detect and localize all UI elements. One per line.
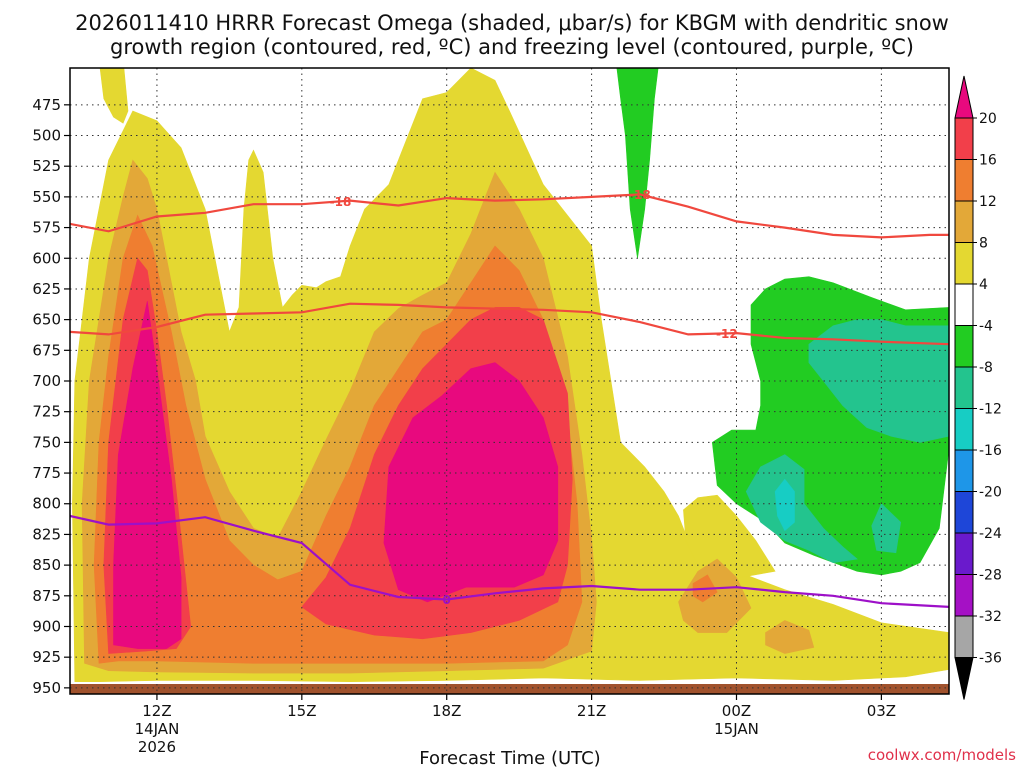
y-tick-label: 925 (32, 648, 61, 666)
y-tick-label: 750 (32, 433, 61, 451)
freezing-level-contour-label: 0 (443, 593, 451, 607)
colorbar-swatch-pos_8_12 (954, 200, 974, 243)
colorbar-swatch-pos_4_8 (954, 242, 974, 285)
y-tick-label: 475 (32, 96, 61, 114)
colorbar-swatch-neg_24_28 (954, 532, 974, 575)
colorbar-label: -28 (979, 568, 1002, 584)
y-tick-label: 800 (32, 495, 61, 513)
y-tick-label: 900 (32, 617, 61, 635)
dgz-contour (70, 302, 949, 346)
y-tick-label: 525 (32, 157, 61, 175)
colorbar-label: -4 (979, 319, 993, 335)
y-tick-label: 650 (32, 311, 61, 329)
y-tick-label: 675 (32, 341, 61, 359)
colorbar-label: -32 (979, 609, 1002, 625)
dgz-contour-label: -12 (716, 327, 738, 341)
colorbar-swatch-neg_4_8 (954, 325, 974, 368)
colorbar-label: 20 (979, 111, 997, 127)
colorbar-label: -8 (979, 360, 993, 376)
x-axis-label: Forecast Time (UTC) (419, 748, 600, 768)
colorbar-swatch-neg_16_20 (954, 449, 974, 492)
colorbar-swatch-neutral (954, 283, 974, 326)
y-tick-label: 550 (32, 188, 61, 206)
colorbar-label: -16 (979, 443, 1002, 459)
freezing-level-contour (70, 514, 949, 608)
contour-labels: -18 -18 -12 0 (330, 188, 738, 607)
credit-link[interactable]: coolwx.com/models (868, 746, 1016, 764)
y-tick-label: 875 (32, 587, 61, 605)
colorbar-label: -24 (979, 526, 1002, 542)
colorbar-swatch-neg_20_24 (954, 491, 974, 534)
colorbar-swatch-neg_32_36 (954, 615, 974, 658)
colorbar-swatch-neg_12_16 (954, 408, 974, 451)
dgz-contour-label: -18 (330, 195, 352, 209)
omega-region-neg_12_16 (774, 478, 795, 532)
y-tick-label: 600 (32, 249, 61, 267)
y-tick-label: 725 (32, 403, 61, 421)
colorbar-label: -12 (979, 402, 1002, 418)
omega-shading (72, 68, 949, 683)
colorbar-swatch-lt36 (954, 657, 974, 700)
chart-title-line1: 2026011410 HRRR Forecast Omega (shaded, … (75, 11, 949, 35)
omega-region-neg_4_8 (616, 68, 659, 259)
colorbar-label: 4 (979, 277, 988, 293)
y-axis: 475 500 525 550 575 600 625 650 675 700 725 750 775 8… (32, 96, 70, 697)
omega-region-neg_8_12 (871, 503, 902, 554)
x-tick-label: 21Z (577, 702, 606, 720)
omega-region-pos_gt20 (383, 362, 559, 603)
surface-terrain-strip (70, 684, 949, 694)
y-tick-label: 950 (32, 679, 61, 697)
omega-region-neg_8_12 (745, 454, 858, 564)
chart-title-line2: growth region (contoured, red, ºC) and f… (110, 35, 914, 59)
plot-grid (70, 68, 949, 694)
y-tick-label: 575 (32, 219, 61, 237)
x-tick-year-label: 2026 (138, 738, 176, 756)
colorbar-label: 12 (979, 194, 997, 210)
x-tick-label: 12Z (142, 702, 171, 720)
x-tick-date-label: 15JAN (714, 720, 759, 738)
colorbar-swatch-pos_16_20 (954, 117, 974, 160)
omega-region-pos_gt20 (113, 301, 182, 649)
colorbar-swatch-neg_28_32 (954, 574, 974, 617)
x-tick-label: 00Z (722, 702, 751, 720)
omega-region-pos_4_8 (99, 68, 129, 124)
colorbar-label: 16 (979, 153, 997, 169)
contour-lines (70, 193, 949, 608)
x-tick-label: 15Z (287, 702, 316, 720)
colorbar-label: -20 (979, 485, 1002, 501)
x-tick-label: 18Z (432, 702, 461, 720)
colorbar-swatch-gt20 (954, 75, 974, 119)
dgz-contour (70, 193, 949, 239)
colorbar-label: 8 (979, 236, 988, 252)
y-tick-label: 625 (32, 280, 61, 298)
omega-region-pos_4_8 (683, 494, 776, 581)
y-tick-label: 700 (32, 372, 61, 390)
y-tick-label: 500 (32, 127, 61, 145)
y-tick-label: 775 (32, 464, 61, 482)
colorbar-swatch-neg_8_12 (954, 366, 974, 409)
y-tick-label: 825 (32, 525, 61, 543)
y-tick-label: 850 (32, 556, 61, 574)
dgz-contour-label: -18 (629, 188, 651, 202)
colorbar-swatch-pos_12_16 (954, 159, 974, 202)
omega-region-pos_8_12 (765, 620, 815, 654)
x-tick-label: 03Z (867, 702, 896, 720)
colorbar-label: -36 (979, 651, 1002, 667)
colorbar: 20 16 12 8 4 -4 -8 -12 -16 -20 -24 -28 -32 -36 (954, 75, 1002, 700)
x-tick-date-label: 14JAN (135, 720, 180, 738)
